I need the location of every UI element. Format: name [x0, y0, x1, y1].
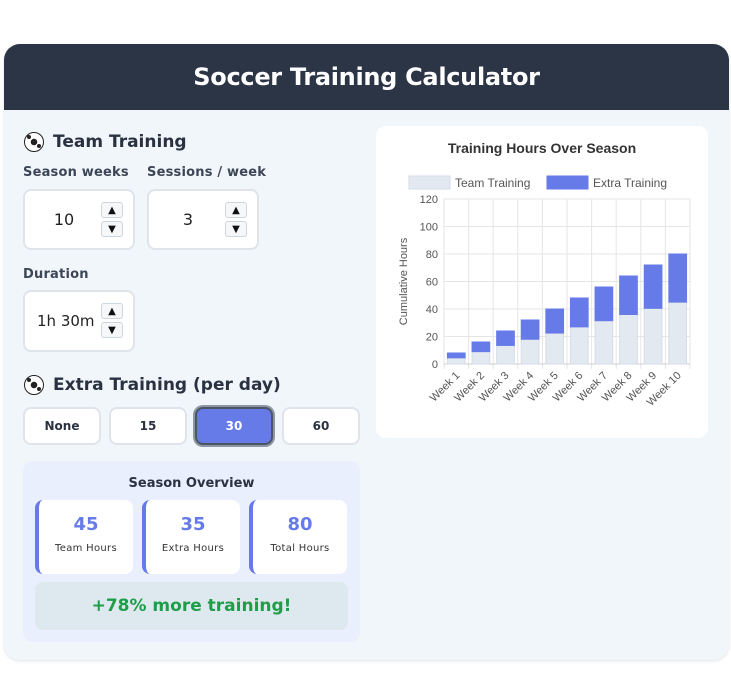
y-tick-label: 100 — [420, 222, 438, 234]
season-weeks-decrement-button[interactable]: ▼ — [101, 221, 123, 237]
total-hours-value: 80 — [287, 514, 313, 535]
bar-team-1 — [446, 357, 466, 365]
sessions-per-week-label: Sessions / week — [147, 165, 267, 180]
bar-extra-5 — [545, 308, 565, 334]
bar-extra-10 — [668, 253, 688, 303]
team-hours-label: Team Hours — [55, 543, 117, 554]
total-hours-stat: 80 Total Hours — [249, 500, 347, 574]
total-hours-label: Total Hours — [270, 543, 330, 554]
bar-extra-3 — [496, 330, 515, 346]
extra-training-title: Extra Training (per day) — [53, 375, 281, 395]
season-overview-title: Season Overview — [128, 476, 255, 491]
bar-team-3 — [496, 344, 515, 365]
extra-option-30-button[interactable]: 30 — [195, 407, 273, 445]
bar-extra-4 — [520, 319, 540, 340]
duration-increment-button[interactable]: ▲ — [101, 303, 123, 319]
bar-team-10 — [668, 301, 688, 365]
season-overview-panel: Season Overview 45 Team Hours 35 Extra H… — [23, 461, 360, 642]
training-hours-chart: Training Hours Over Season Team Training E… — [398, 140, 691, 409]
y-tick-label: 0 — [432, 359, 438, 371]
duration-label: Duration — [23, 267, 89, 282]
legend-label-0: Team Training — [455, 176, 530, 190]
y-tick-label: 40 — [426, 304, 438, 316]
soccer-ball-icon — [24, 375, 44, 395]
season-weeks-label: Season weeks — [23, 165, 129, 180]
duration-input[interactable]: 1h 30m ▲ ▼ — [23, 290, 135, 352]
y-axis-label: Cumulative Hours — [398, 237, 410, 325]
duration-value: 1h 30m — [37, 312, 95, 330]
bar-team-7 — [594, 320, 614, 365]
y-tick-label: 120 — [420, 194, 438, 206]
header: Soccer Training Calculator — [4, 44, 729, 110]
team-hours-stat: 45 Team Hours — [35, 500, 133, 574]
bar-team-6 — [569, 326, 589, 365]
extra-hours-stat: 35 Extra Hours — [142, 500, 240, 574]
page-title: Soccer Training Calculator — [193, 63, 540, 91]
training-increase-banner: +78% more training! — [35, 582, 348, 630]
soccer-ball-icon — [24, 132, 44, 152]
bar-extra-9 — [643, 264, 663, 309]
extra-option-none-button[interactable]: None — [23, 407, 101, 445]
extra-option-15-button[interactable]: 15 — [109, 407, 187, 445]
duration-decrement-button[interactable]: ▼ — [101, 322, 123, 338]
sessions-per-week-input[interactable]: 3 ▲ ▼ — [147, 189, 259, 250]
team-training-heading: Team Training — [24, 132, 187, 152]
sessions-increment-button[interactable]: ▲ — [225, 202, 247, 218]
chart-card: Training Hours Over Season Team Training E… — [376, 126, 708, 438]
bar-extra-6 — [569, 297, 589, 328]
bar-team-5 — [545, 332, 565, 365]
extra-option-60-button[interactable]: 60 — [282, 407, 360, 445]
y-tick-label: 60 — [426, 277, 438, 289]
bar-team-9 — [643, 307, 663, 365]
sessions-per-week-value: 3 — [182, 210, 194, 229]
team-training-title: Team Training — [53, 132, 187, 152]
bar-extra-2 — [471, 341, 491, 353]
y-tick-label: 80 — [426, 249, 438, 261]
extra-hours-label: Extra Hours — [161, 543, 225, 554]
legend-swatch-0 — [408, 175, 451, 190]
calculator-card: Soccer Training Calculator Team Training… — [4, 44, 729, 660]
season-weeks-value: 10 — [53, 210, 75, 229]
bar-team-4 — [520, 338, 540, 365]
extra-training-heading: Extra Training (per day) — [24, 375, 281, 395]
bar-extra-1 — [446, 352, 466, 359]
legend-swatch-1 — [546, 175, 589, 190]
legend-label-1: Extra Training — [593, 176, 667, 190]
season-weeks-increment-button[interactable]: ▲ — [101, 202, 123, 218]
bar-team-8 — [619, 314, 638, 365]
chart-title: Training Hours Over Season — [448, 140, 636, 156]
season-weeks-input[interactable]: 10 ▲ ▼ — [23, 189, 135, 250]
bar-extra-8 — [619, 275, 638, 315]
extra-hours-value: 35 — [180, 514, 206, 535]
team-hours-value: 45 — [73, 514, 99, 535]
bar-extra-7 — [594, 286, 614, 322]
sessions-decrement-button[interactable]: ▼ — [225, 221, 247, 237]
y-tick-label: 20 — [426, 332, 438, 344]
bar-team-2 — [471, 351, 491, 365]
